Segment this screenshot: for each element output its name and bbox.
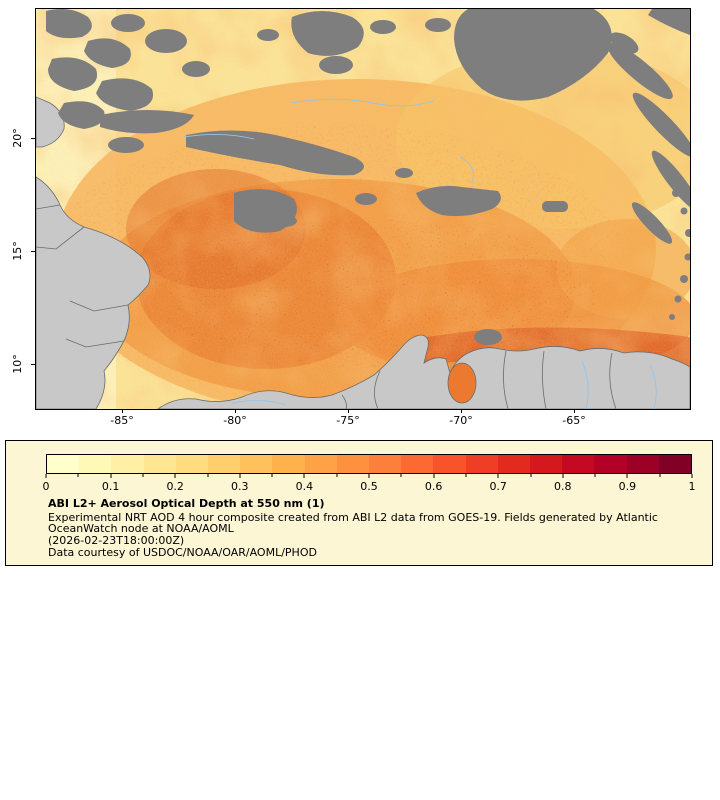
colorbar-tick xyxy=(433,474,435,478)
colorbar-segment xyxy=(369,455,402,473)
lon-tick xyxy=(574,409,575,413)
colorbar-tick xyxy=(239,474,241,478)
colorbar-tick-label: 0.6 xyxy=(424,480,443,493)
legend-title: ABI L2+ Aerosol Optical Depth at 550 nm … xyxy=(48,497,325,510)
colorbar-tick xyxy=(271,474,273,477)
lat-tick-label: 15° xyxy=(11,241,24,261)
colorbar-tick xyxy=(77,474,79,477)
colorbar-segment xyxy=(143,455,176,473)
lon-tick-label: -65° xyxy=(562,414,586,427)
colorbar-tick-label: 1 xyxy=(688,480,696,493)
colorbar-tick-label: 0.4 xyxy=(295,480,314,493)
colorbar-tick xyxy=(174,474,176,478)
colorbar-segment xyxy=(111,455,144,473)
colorbar-tick-label: 0.1 xyxy=(101,480,120,493)
legend-courtesy: Data courtesy of USDOC/NOAA/OAR/AOML/PHO… xyxy=(48,546,317,559)
colorbar-tick xyxy=(400,474,402,477)
colorbar-segment xyxy=(594,455,627,473)
colorbar-tick xyxy=(303,474,305,478)
colorbar-tick xyxy=(530,474,531,477)
colorbar-tick-label: 0.8 xyxy=(554,480,572,493)
colorbar-segment xyxy=(208,455,241,473)
colorbar xyxy=(46,454,692,474)
aod-map-canvas xyxy=(36,9,690,409)
country-borders xyxy=(36,204,617,409)
colorbar-tick xyxy=(659,474,661,477)
colorbar-tick xyxy=(336,474,338,477)
colorbar-segment xyxy=(433,455,466,473)
legend-panel: 0 0.1 0.2 0.3 0.4 0.5 0.6 0.7 0.8 0.9 1 ABI L2+ Ae… xyxy=(5,440,713,566)
lon-tick xyxy=(122,409,123,413)
colorbar-tick xyxy=(562,474,564,478)
lon-tick xyxy=(235,409,236,413)
legend-timestamp: (2026-02-23T18:00:00Z) xyxy=(48,534,185,547)
colorbar-tick-label: 0.9 xyxy=(618,480,637,493)
colorbar-tick xyxy=(368,474,370,478)
river-lines xyxy=(183,98,657,409)
colorbar-segment xyxy=(465,455,498,473)
lat-tick xyxy=(31,251,35,252)
map-plot-area xyxy=(35,8,691,410)
colorbar-segment xyxy=(272,455,305,473)
colorbar-segment xyxy=(175,455,209,473)
colorbar-tick-label: 0.3 xyxy=(231,480,249,493)
lat-tick-label: 10° xyxy=(11,354,24,374)
colorbar-tick-label: 0.7 xyxy=(489,480,507,493)
colorbar-segment xyxy=(47,455,80,473)
colorbar-tick xyxy=(207,474,208,477)
lat-tick xyxy=(31,138,35,139)
colorbar-segment xyxy=(626,455,659,473)
land-mask xyxy=(36,96,690,409)
colorbar-tick xyxy=(691,474,693,478)
colorbar-segment xyxy=(336,455,370,473)
lon-tick-label: -75° xyxy=(336,414,360,427)
colorbar-tick xyxy=(497,474,499,478)
colorbar-tick xyxy=(45,474,47,478)
land-central-america xyxy=(36,176,151,409)
colorbar-segment xyxy=(304,455,337,473)
lake-maracaibo xyxy=(447,362,477,404)
colorbar-segment xyxy=(530,455,563,473)
colorbar-tick xyxy=(594,474,596,477)
colorbar-tick xyxy=(465,474,467,477)
lat-tick-label: 20° xyxy=(11,128,24,148)
lat-tick xyxy=(31,364,35,365)
lon-tick-label: -85° xyxy=(110,414,134,427)
colorbar-tick-label: 0 xyxy=(42,480,50,493)
colorbar-tick xyxy=(626,474,628,478)
cloud-mask xyxy=(46,9,690,345)
colorbar-tick xyxy=(142,474,144,477)
legend-description-line: Experimental NRT AOD 4 hour composite cr… xyxy=(48,511,658,524)
land-south-america xyxy=(157,334,690,409)
lon-tick-label: -80° xyxy=(223,414,247,427)
legend-description-line: OceanWatch node at NOAA/AOML xyxy=(48,522,234,535)
colorbar-segment xyxy=(79,455,112,473)
colorbar-segment xyxy=(240,455,273,473)
lon-tick xyxy=(461,409,462,413)
colorbar-segment xyxy=(401,455,434,473)
lon-tick xyxy=(348,409,349,413)
land-yucatan xyxy=(36,96,65,148)
colorbar-tick-label: 0.2 xyxy=(166,480,184,493)
colorbar-segment xyxy=(497,455,531,473)
colorbar-segment xyxy=(658,455,692,473)
lon-tick-label: -70° xyxy=(449,414,473,427)
colorbar-ticks: 0 0.1 0.2 0.3 0.4 0.5 0.6 0.7 0.8 0.9 1 xyxy=(42,474,696,498)
colorbar-tick xyxy=(110,474,112,478)
colorbar-segment xyxy=(562,455,595,473)
colorbar-tick-label: 0.5 xyxy=(360,480,378,493)
